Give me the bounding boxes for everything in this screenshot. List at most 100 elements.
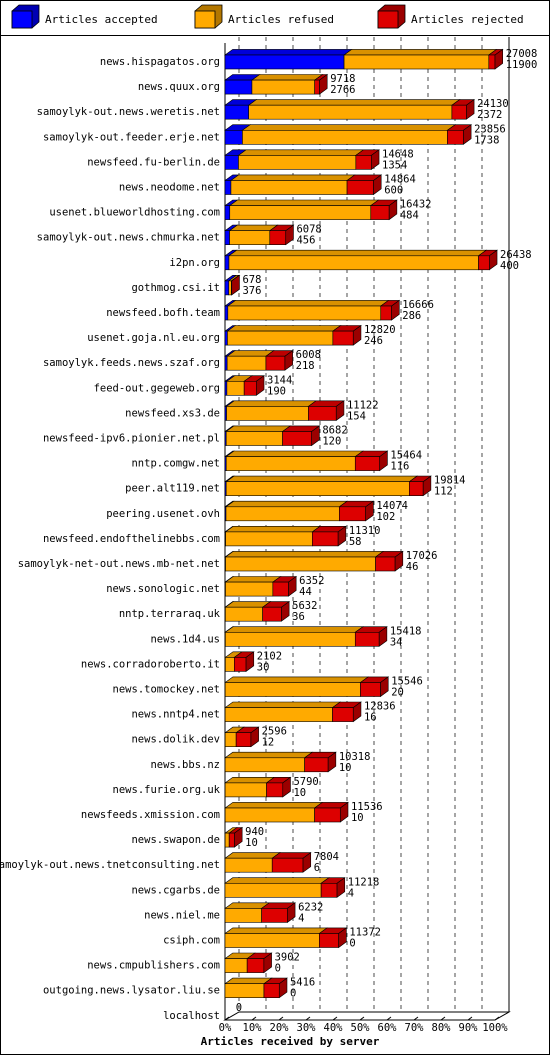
total-label: 12820 (364, 324, 396, 336)
bar-rejected (262, 606, 282, 622)
bar-row (224, 801, 349, 823)
bar-refused (225, 456, 356, 471)
bar-refused-top (224, 551, 385, 558)
accepted-label: 30 (257, 661, 270, 673)
category-label: peering.usenet.ovh (106, 508, 220, 520)
total-label: 27008 (506, 48, 538, 60)
total-label: 6232 (298, 901, 323, 913)
x-tick (440, 1016, 446, 1021)
bar-refused (224, 882, 322, 898)
x-tick-label: 40% (324, 1022, 344, 1034)
total-label: 3902 (275, 952, 300, 964)
bar-refused-top (224, 525, 321, 533)
category-label: usenet.goja.nl.eu.org (87, 332, 220, 344)
accepted-label: 0 (275, 963, 281, 975)
bar-refused (225, 631, 356, 647)
bar-refused-top (225, 500, 348, 508)
bar-side (284, 350, 293, 371)
bar-row (224, 676, 390, 698)
bar-refused-top (224, 626, 364, 633)
category-label: csiph.com (163, 935, 220, 947)
bar-accepted (224, 104, 249, 120)
category-label: samoylyk-out.feeder.erje.net (43, 131, 220, 143)
category-label: news.corradoroberto.it (81, 658, 220, 670)
bar-rejected (360, 682, 381, 697)
bar-refused-top (228, 199, 380, 206)
bar-rejected (355, 155, 372, 170)
bar-row (224, 73, 329, 95)
bar-accepted (224, 330, 228, 346)
total-label: 19814 (434, 475, 466, 487)
accepted-label: 2372 (477, 109, 502, 121)
bar-refused (226, 355, 267, 371)
x-tick (386, 1016, 392, 1021)
bar-refused-top (225, 475, 418, 483)
bar-rejected (269, 230, 287, 245)
legend-item-refused: Articles refused (194, 4, 334, 29)
total-label: 23856 (474, 123, 506, 135)
total-label: 6352 (299, 575, 324, 587)
bar-rejected (488, 54, 496, 70)
bar-side (285, 224, 294, 246)
accepted-label: 1738 (474, 134, 499, 146)
bar-side (339, 801, 349, 823)
bar-row (224, 952, 273, 974)
bar-rejected (370, 205, 390, 220)
total-label: 16666 (402, 299, 434, 311)
total-label: 11372 (349, 927, 381, 939)
accepted-label: 154 (347, 410, 366, 422)
bar-row (224, 274, 241, 296)
bar-rejected (332, 330, 354, 346)
bar-refused-top (237, 149, 365, 156)
bar-rejected (235, 732, 252, 748)
accepted-label: 6 (314, 862, 320, 874)
bar-row (224, 124, 473, 145)
accepted-label: 10 (245, 837, 258, 849)
total-label: 3144 (267, 374, 292, 386)
bar-side (288, 575, 297, 597)
accepted-label: 456 (296, 235, 315, 247)
bar-refused (225, 531, 313, 547)
total-label: 16432 (400, 199, 432, 211)
bar-side (231, 274, 240, 296)
chart-grid (238, 37, 510, 1012)
x-tick-label: 10% (243, 1022, 263, 1034)
legend-label: Articles refused (228, 13, 334, 26)
category-label: feed-out.gegeweb.org (94, 382, 220, 394)
accepted-label: 246 (364, 335, 383, 347)
bar-side (494, 48, 504, 70)
bar-row (224, 927, 348, 949)
bar-row (224, 149, 380, 170)
x-tick-label: 90% (459, 1022, 479, 1034)
category-label: news.cgarbs.de (131, 884, 220, 896)
category-label: newsfeed.endofthelinebbs.com (43, 533, 220, 545)
bar-refused (227, 305, 382, 321)
bar-rejected (314, 79, 320, 95)
bar-rejected (261, 908, 288, 923)
bar-refused (228, 280, 232, 296)
category-label: samoylyk-out.news.weretis.net (37, 106, 220, 118)
x-tick (494, 1016, 500, 1021)
accepted-label: 10 (351, 812, 364, 824)
total-label: 5632 (292, 600, 317, 612)
x-tick (278, 1016, 284, 1021)
bar-refused-top (224, 751, 314, 759)
bar-row (224, 902, 296, 923)
bar-refused-top (225, 400, 318, 407)
bar-refused (224, 958, 248, 973)
bar-refused (225, 506, 340, 522)
total-label: 11310 (349, 525, 381, 537)
bar-rejected (314, 807, 341, 823)
bar-refused-top (228, 224, 279, 231)
bar-rejected (380, 305, 392, 321)
bar-side (391, 299, 400, 321)
bar-accepted (224, 280, 230, 296)
bar-refused (225, 581, 274, 597)
category-label: news.1d4.us (150, 633, 220, 645)
bar-accepted (224, 180, 232, 195)
legend-swatch-front (11, 10, 33, 29)
category-label: nntp.comgw.net (131, 458, 220, 470)
category-label: news.quux.org (138, 81, 220, 93)
accepted-label: 600 (384, 185, 403, 197)
category-labels: news.hispagatos.org news.quux.org samoylyk… (0, 56, 221, 1022)
